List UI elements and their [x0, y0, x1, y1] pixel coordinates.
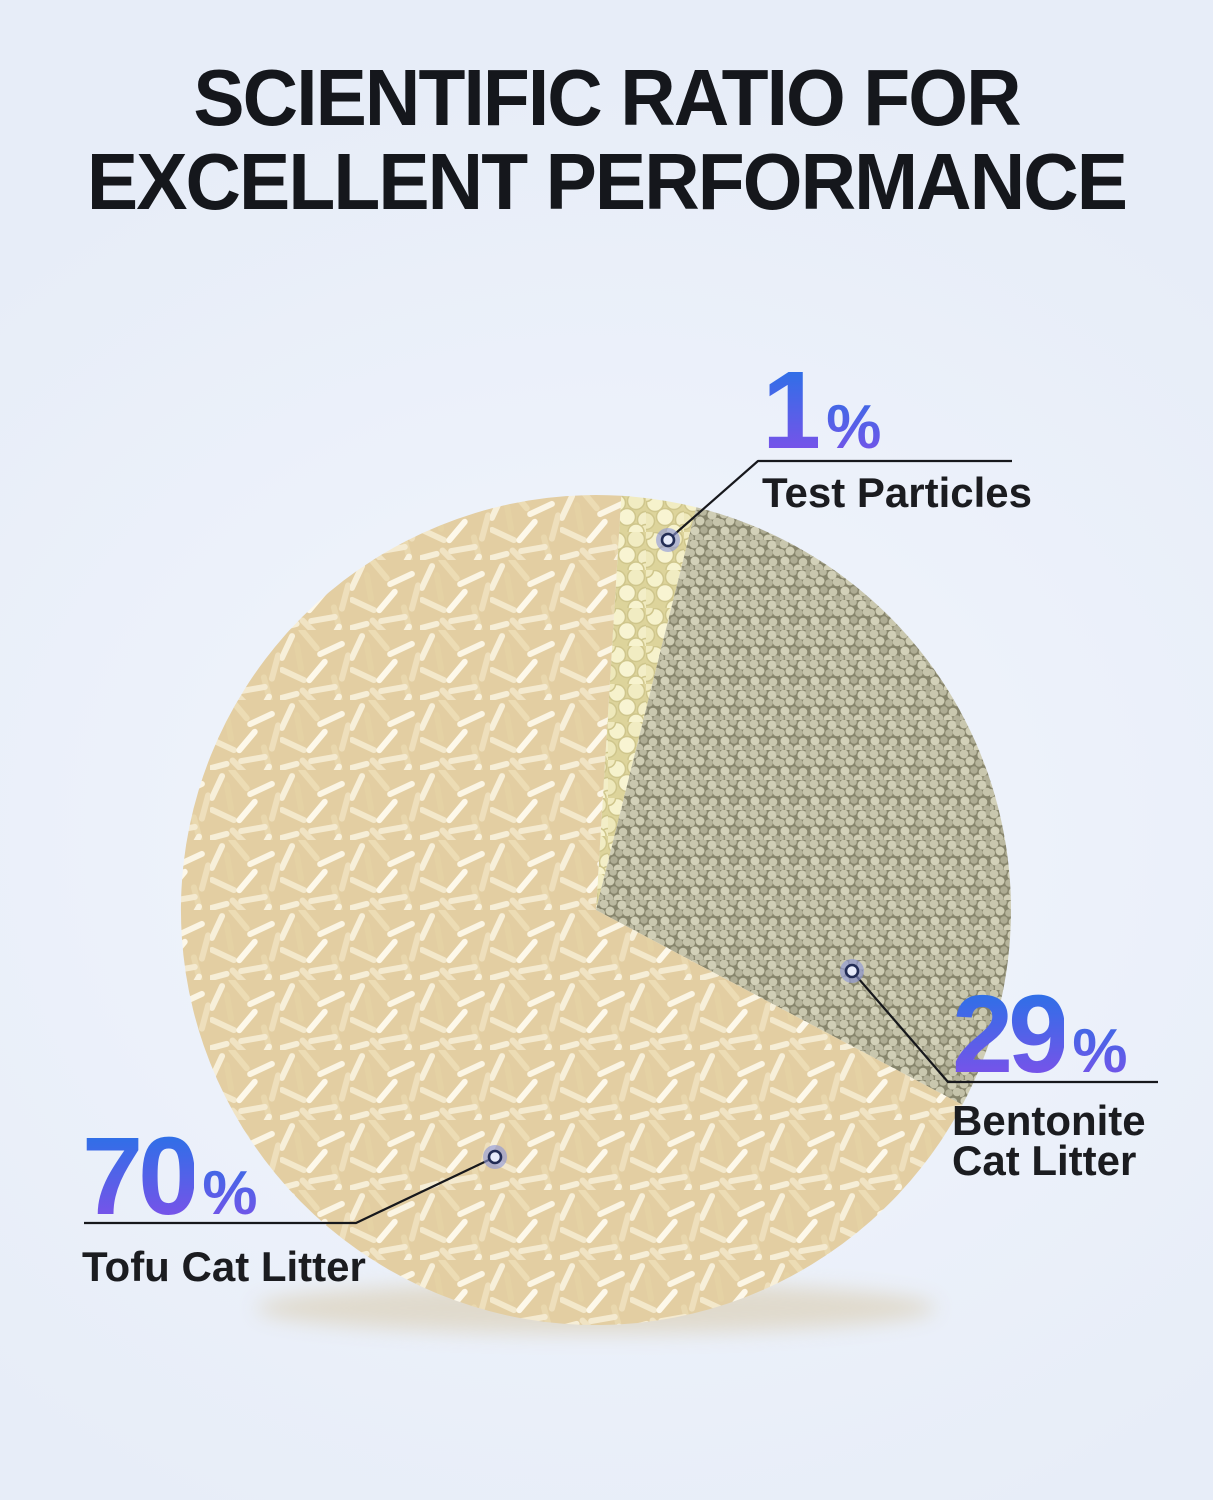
callout-line-tofu — [84, 1156, 496, 1225]
percent-bentonite: 29 % — [952, 973, 1146, 1096]
page-title: SCIENTIFIC RATIO FOR EXCELLENT PERFORMAN… — [0, 56, 1213, 224]
percent-sign: % — [826, 393, 882, 462]
pie-slice-bentonite — [596, 507, 1011, 1105]
callout-test-particles: 1 % Test Particles — [762, 349, 1033, 516]
label-tofu: Tofu Cat Litter — [82, 1243, 366, 1290]
callout-dot-test-particles — [656, 528, 680, 552]
pie-slice-tofu — [180, 495, 963, 1326]
percent-value: 70 — [82, 1115, 199, 1238]
page-title-line2: EXCELLENT PERFORMANCE — [86, 137, 1128, 226]
percent-sign: % — [202, 1159, 258, 1228]
percent-value: 29 — [952, 973, 1069, 1096]
percent-sign: % — [1072, 1017, 1128, 1086]
callout-tofu: 70 % Tofu Cat Litter — [82, 1115, 366, 1290]
pie-chart — [180, 495, 1011, 1326]
percent-tofu: 70 % — [82, 1115, 366, 1238]
percent-test-particles: 1 % — [762, 349, 1032, 472]
callout-line-bentonite — [851, 970, 1158, 1084]
label-test-particles: Test Particles — [762, 469, 1033, 516]
pie-slice-test — [596, 495, 697, 910]
callout-dot-tofu — [483, 1145, 507, 1169]
label-bentonite: Bentonite Cat Litter — [952, 1097, 1146, 1184]
callout-bentonite: 29 % Bentonite Cat Litter — [952, 973, 1146, 1184]
callout-dot-bentonite — [840, 959, 864, 983]
percent-value: 1 — [762, 349, 823, 472]
callout-line-test-particles — [667, 459, 1012, 541]
page-title-line1: SCIENTIFIC RATIO FOR — [193, 53, 1021, 142]
callout-lines — [84, 459, 1158, 1225]
